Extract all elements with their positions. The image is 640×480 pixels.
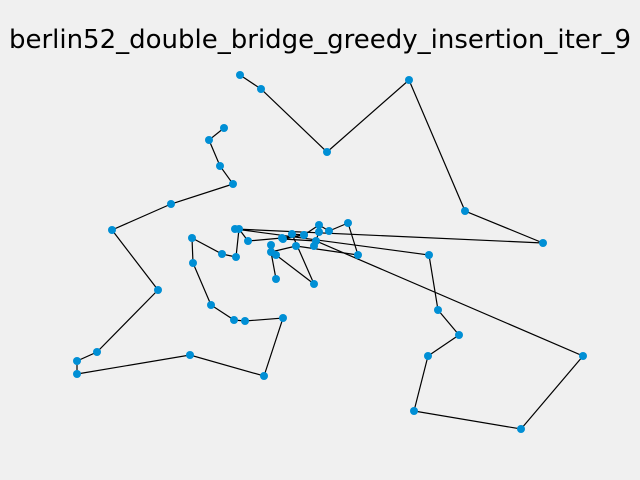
city-point — [278, 234, 286, 242]
city-point — [257, 85, 265, 93]
city-point — [235, 225, 243, 233]
city-point — [167, 200, 175, 208]
city-point — [300, 231, 308, 239]
city-point — [267, 248, 275, 256]
city-point — [73, 357, 81, 365]
city-point — [425, 251, 433, 259]
city-point — [189, 259, 197, 267]
city-point — [455, 331, 463, 339]
city-point — [108, 226, 116, 234]
city-point — [405, 76, 413, 84]
city-point — [434, 306, 442, 314]
city-point — [354, 251, 362, 259]
city-point — [579, 352, 587, 360]
city-point — [220, 124, 228, 132]
chart-title: berlin52_double_bridge_greedy_insertion_… — [9, 25, 631, 55]
city-point — [267, 241, 275, 249]
city-point — [207, 301, 215, 309]
city-point — [315, 221, 323, 229]
city-point — [539, 239, 547, 247]
city-point — [410, 407, 418, 415]
city-point — [232, 253, 240, 261]
city-point — [93, 348, 101, 356]
city-point — [218, 250, 226, 258]
city-point — [272, 275, 280, 283]
city-point — [186, 351, 194, 359]
city-point — [154, 286, 162, 294]
city-point — [230, 316, 238, 324]
city-point — [310, 280, 318, 288]
city-point — [424, 352, 432, 360]
city-points — [73, 71, 587, 433]
city-point — [310, 242, 318, 250]
city-point — [260, 372, 268, 380]
city-point — [517, 425, 525, 433]
city-point — [229, 180, 237, 188]
city-point — [325, 227, 333, 235]
tour-path-0 — [76, 74, 584, 430]
city-point — [73, 370, 81, 378]
tour-path-1 — [270, 222, 359, 285]
city-point — [236, 71, 244, 79]
city-point — [323, 148, 331, 156]
city-point — [216, 162, 224, 170]
city-point — [288, 230, 296, 238]
city-point — [344, 219, 352, 227]
city-point — [461, 207, 469, 215]
city-point — [279, 314, 287, 322]
city-point — [241, 317, 249, 325]
city-point — [315, 228, 323, 236]
city-point — [244, 237, 252, 245]
city-point — [292, 242, 300, 250]
city-point — [188, 234, 196, 242]
city-point — [205, 136, 213, 144]
